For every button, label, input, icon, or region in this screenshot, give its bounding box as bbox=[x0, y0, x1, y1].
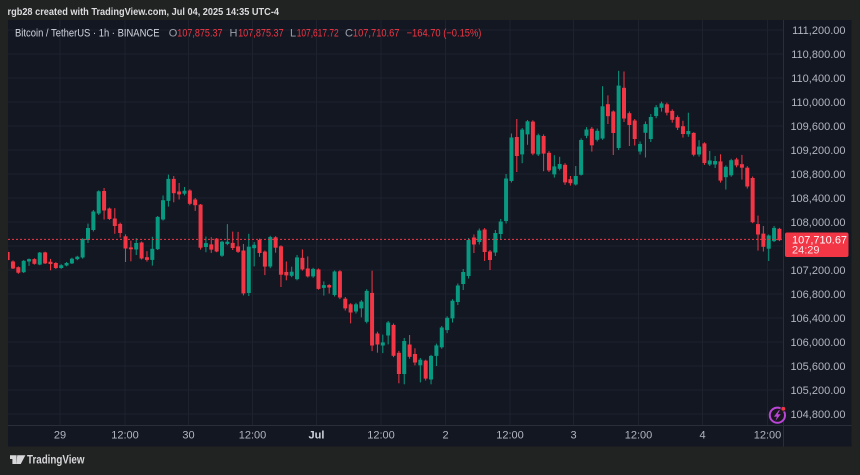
svg-text:107,710.67: 107,710.67 bbox=[353, 28, 400, 40]
svg-text:110,000.00: 110,000.00 bbox=[791, 97, 845, 109]
svg-text:TradingView: TradingView bbox=[27, 455, 85, 467]
svg-text:30: 30 bbox=[182, 430, 194, 442]
svg-text:108,400.00: 108,400.00 bbox=[790, 193, 845, 205]
svg-text:106,400.00: 106,400.00 bbox=[790, 313, 845, 325]
svg-text:107,617.72: 107,617.72 bbox=[297, 28, 339, 40]
svg-text:29: 29 bbox=[54, 430, 66, 442]
svg-text:12:00: 12:00 bbox=[111, 430, 139, 442]
svg-text:105,600.00: 105,600.00 bbox=[790, 361, 845, 373]
svg-text:106,000.00: 106,000.00 bbox=[790, 337, 845, 349]
svg-text:−164.70 (−0.15%): −164.70 (−0.15%) bbox=[407, 28, 482, 40]
svg-text:107,200.00: 107,200.00 bbox=[790, 265, 845, 277]
svg-text:4: 4 bbox=[699, 430, 705, 442]
svg-text:2: 2 bbox=[442, 430, 448, 442]
svg-text:12:00: 12:00 bbox=[625, 430, 653, 442]
svg-text:Jul: Jul bbox=[309, 430, 325, 442]
svg-text:105,200.00: 105,200.00 bbox=[790, 385, 845, 397]
svg-text:rgb28 created with TradingView: rgb28 created with TradingView.com, Jul … bbox=[8, 6, 280, 18]
svg-text:107,875.37: 107,875.37 bbox=[238, 28, 284, 40]
svg-text:109,200.00: 109,200.00 bbox=[790, 145, 845, 157]
svg-text:111,200.00: 111,200.00 bbox=[792, 25, 845, 37]
svg-text:O: O bbox=[169, 28, 178, 40]
svg-text:H: H bbox=[230, 28, 238, 40]
svg-text:12:00: 12:00 bbox=[754, 430, 782, 442]
svg-text:24:29: 24:29 bbox=[792, 245, 820, 257]
svg-text:107,875.37: 107,875.37 bbox=[177, 28, 222, 40]
svg-text:109,600.00: 109,600.00 bbox=[790, 121, 845, 133]
svg-text:106,800.00: 106,800.00 bbox=[790, 289, 845, 301]
svg-text:110,400.00: 110,400.00 bbox=[791, 73, 845, 85]
svg-text:12:00: 12:00 bbox=[367, 430, 395, 442]
svg-text:108,000.00: 108,000.00 bbox=[790, 217, 845, 229]
svg-text:108,800.00: 108,800.00 bbox=[790, 169, 845, 181]
svg-text:110,800.00: 110,800.00 bbox=[791, 49, 845, 61]
svg-text:107,710.67: 107,710.67 bbox=[792, 235, 847, 247]
svg-text:Bitcoin / TetherUS · 1h · BINA: Bitcoin / TetherUS · 1h · BINANCE bbox=[15, 28, 160, 40]
svg-text:C: C bbox=[345, 28, 353, 40]
svg-text:104,800.00: 104,800.00 bbox=[790, 409, 845, 421]
svg-text:L: L bbox=[290, 28, 296, 40]
svg-text:3: 3 bbox=[570, 430, 576, 442]
svg-text:12:00: 12:00 bbox=[496, 430, 524, 442]
svg-text:12:00: 12:00 bbox=[239, 430, 267, 442]
